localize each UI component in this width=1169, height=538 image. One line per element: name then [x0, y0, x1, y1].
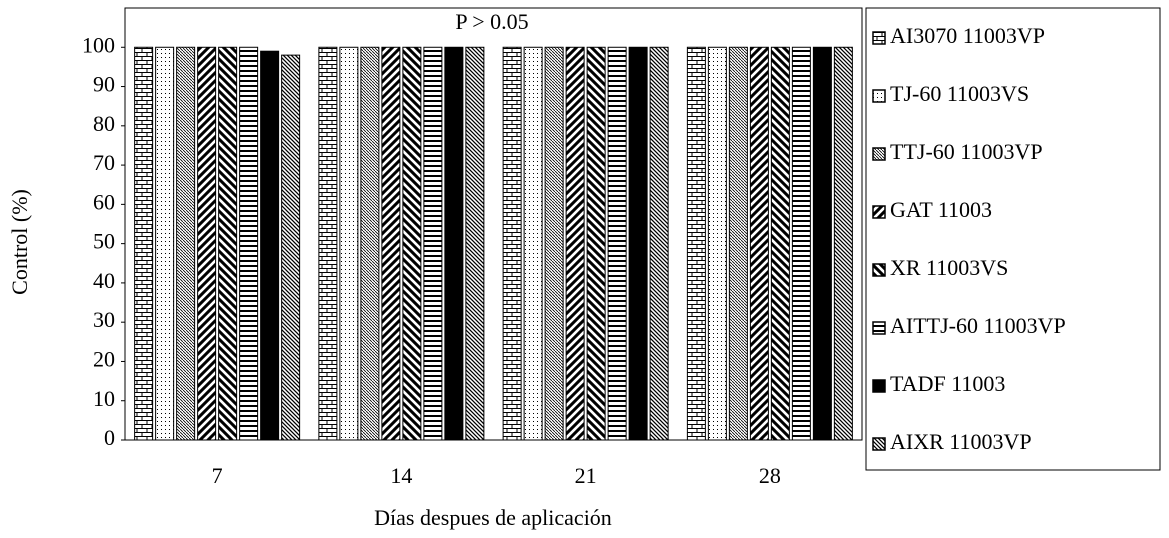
y-tick-label: 50 [93, 229, 115, 254]
bar [465, 46, 485, 441]
y-axis-title: Control (%) [7, 189, 32, 295]
legend-swatch [872, 89, 886, 103]
legend-label: AIXR 11003VP [890, 429, 1032, 454]
y-tick-label: 0 [104, 425, 115, 450]
bar [281, 54, 301, 441]
bar [523, 46, 543, 441]
legend-label: AI3070 11003VP [890, 23, 1045, 48]
bar [318, 46, 338, 441]
y-tick-label: 40 [93, 268, 115, 293]
legend-label: TJ-60 11003VS [890, 81, 1029, 106]
bar [749, 46, 769, 441]
bar [444, 46, 464, 441]
y-tick-label: 30 [93, 307, 115, 332]
legend-frame [865, 7, 1161, 471]
bar [381, 46, 401, 441]
bar [607, 46, 627, 441]
legend-swatch [872, 263, 886, 277]
bar [707, 46, 727, 441]
bar [176, 46, 196, 441]
y-tick-label: 90 [93, 72, 115, 97]
bar [402, 46, 422, 441]
bar [649, 46, 669, 441]
bar [218, 46, 238, 441]
y-tick-label: 10 [93, 386, 115, 411]
legend-swatch [872, 147, 886, 161]
y-tick-label: 100 [82, 32, 115, 57]
bar [812, 46, 832, 441]
bar [502, 46, 522, 441]
bar [360, 46, 380, 441]
legend-label: XR 11003VS [890, 255, 1008, 280]
bar [134, 46, 154, 441]
legend-swatch [872, 321, 886, 335]
bar [155, 46, 175, 441]
bar [586, 46, 606, 441]
bar [197, 46, 217, 441]
annotation: P > 0.05 [455, 9, 528, 34]
x-tick-label: 14 [390, 463, 412, 488]
legend-swatch [872, 205, 886, 219]
legend-swatch [872, 379, 886, 393]
y-tick-label: 60 [93, 189, 115, 214]
bar [686, 46, 706, 441]
legend-label: AITTJ-60 11003VP [890, 313, 1066, 338]
bar [770, 46, 790, 441]
bar [239, 46, 259, 441]
bar [260, 50, 280, 441]
bar [833, 46, 853, 441]
bar [339, 46, 359, 441]
bar [791, 46, 811, 441]
bar [565, 46, 585, 441]
plot-frame [124, 7, 863, 441]
y-tick-label: 20 [93, 347, 115, 372]
x-tick-label: 21 [575, 463, 597, 488]
x-axis-title: Días despues de aplicación [374, 505, 612, 530]
legend-label: GAT 11003 [890, 197, 992, 222]
legend-swatch [872, 437, 886, 451]
bar [423, 46, 443, 441]
bar [628, 46, 648, 441]
bar [544, 46, 564, 441]
legend-label: TADF 11003 [890, 371, 1005, 396]
bar [728, 46, 748, 441]
legend-swatch [872, 31, 886, 45]
x-tick-label: 28 [759, 463, 781, 488]
y-tick-label: 80 [93, 111, 115, 136]
x-tick-label: 7 [212, 463, 223, 488]
legend-label: TTJ-60 11003VP [890, 139, 1043, 164]
y-tick-label: 70 [93, 150, 115, 175]
